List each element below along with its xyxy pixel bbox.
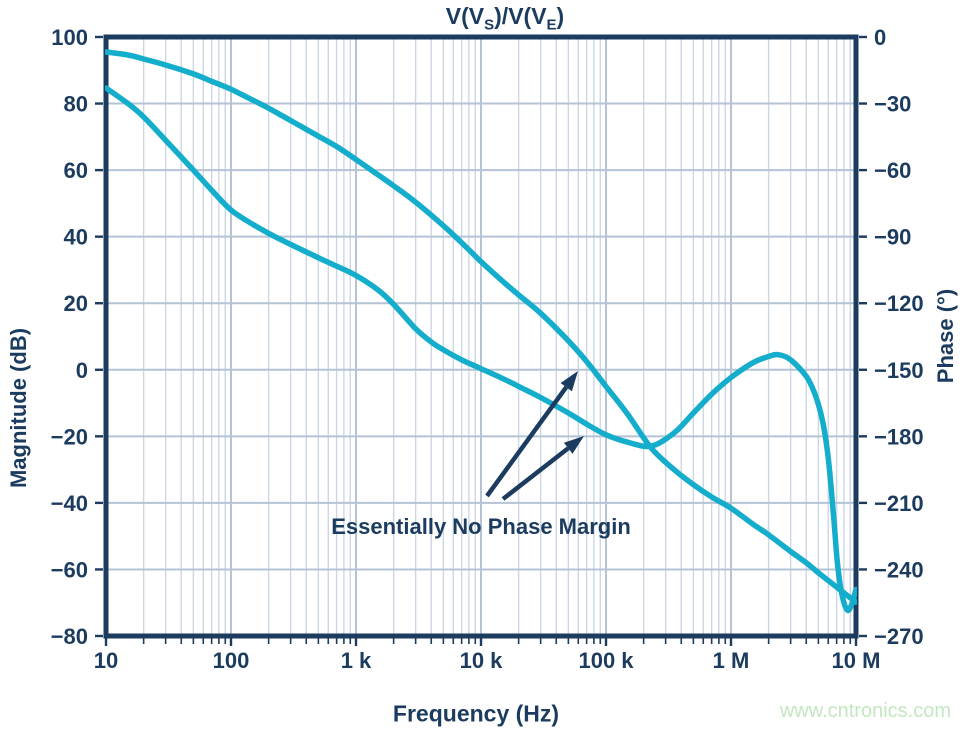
y-left-tick-label: 0 [76, 358, 88, 383]
y-right-tick-label: −90 [874, 225, 911, 250]
x-tick-label: 10 [94, 648, 118, 673]
y-right-tick-label: −120 [874, 291, 924, 316]
y-right-tick-label: −60 [874, 158, 911, 183]
x-tick-label: 100 k [578, 648, 634, 673]
grid [106, 37, 856, 636]
watermark: www.cntronics.com [779, 700, 951, 722]
phase-axis-title: Phase (°) [933, 288, 958, 384]
title-seg: )/V(V [494, 3, 547, 29]
tick-labels: 100 80 60 40 20 0 −20 −40 −60 −80 0 −30 −60 −90 −120 −1… [51, 25, 924, 673]
plot-border [103, 34, 859, 639]
annotation-label: Essentially No Phase Margin [331, 514, 631, 539]
y-right-tick-label: −30 [874, 92, 911, 117]
annotation-arrow [485, 385, 569, 498]
annotation-arrows [485, 371, 584, 501]
magnitude-curve [105, 49, 857, 605]
y-left-tick-label: −40 [51, 491, 88, 516]
magnitude-axis-title: Magnitude (dB) [6, 327, 31, 489]
y-right-tick-label: −210 [874, 491, 924, 516]
x-tick-label: 10 k [460, 648, 504, 673]
y-left-tick-label: 100 [51, 25, 88, 50]
title-seg: ) [556, 3, 565, 29]
title-subscript-e: E [546, 16, 557, 34]
x-tick-label: 1 M [713, 648, 750, 673]
y-left-tick-label: −20 [51, 424, 88, 449]
annotation-arrowhead [563, 436, 584, 454]
y-left-tick-label: −80 [51, 624, 88, 649]
y-right-tick-label: −270 [874, 624, 924, 649]
frequency-axis-title: Frequency (Hz) [392, 700, 560, 727]
x-tick-label: 1 k [341, 648, 372, 673]
y-left-tick-label: 40 [64, 225, 88, 250]
annotation-arrow [501, 446, 570, 501]
title-subscript-s: S [484, 16, 495, 34]
y-right-tick-label: 0 [874, 25, 886, 50]
y-left-tick-label: 20 [64, 291, 88, 316]
x-tick-label: 100 [213, 648, 250, 673]
y-right-tick-label: −240 [874, 557, 924, 582]
y-left-tick-label: −60 [51, 557, 88, 582]
x-tick-label: 10 M [832, 648, 881, 673]
y-left-tick-label: 60 [64, 158, 88, 183]
chart-title: V(VS)/V(VE) [446, 3, 564, 34]
y-left-tick-label: 80 [64, 92, 88, 117]
tick-marks [95, 35, 867, 646]
title-seg: V(V [445, 3, 485, 29]
y-right-tick-label: −150 [874, 358, 924, 383]
y-right-tick-label: −180 [874, 424, 924, 449]
annotation-arrowhead [560, 371, 578, 392]
